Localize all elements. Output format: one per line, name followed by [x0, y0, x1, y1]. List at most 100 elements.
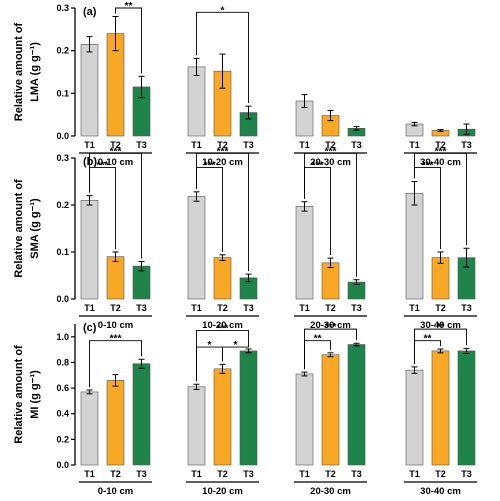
y-axis-label: Relative amount of	[13, 345, 25, 444]
y-tick-label: 1.0	[56, 332, 69, 342]
group-label: 0-10 cm	[98, 486, 133, 497]
significance-label: ***	[435, 146, 447, 157]
significance-label: ***	[217, 323, 229, 334]
group-label: 20-30 cm	[310, 157, 351, 168]
bar-t3	[239, 350, 258, 466]
category-label: T1	[191, 469, 202, 479]
category-label: T1	[299, 303, 310, 313]
significance-bracket	[196, 11, 249, 104]
bar-t2	[106, 256, 125, 300]
category-label: T2	[110, 140, 121, 150]
bar-t1	[295, 206, 314, 300]
significance-bracket	[89, 340, 142, 388]
category-label: T1	[299, 140, 310, 150]
panel-label: (c)	[83, 322, 97, 334]
y-tick-label: 0.3	[56, 3, 69, 13]
category-label: T2	[217, 469, 228, 479]
bar-t2	[106, 380, 125, 466]
category-label: T3	[351, 469, 362, 479]
bar-t1	[80, 391, 99, 466]
significance-label: ***	[422, 160, 434, 171]
bar-t1	[405, 192, 424, 300]
y-tick-label: 0.0	[56, 460, 69, 470]
category-label: T3	[351, 140, 362, 150]
category-label: T1	[191, 303, 202, 313]
group-label: 30-40 cm	[420, 320, 461, 331]
significance-bracket	[414, 152, 467, 246]
bar-t2	[213, 257, 232, 300]
significance-bracket	[115, 7, 142, 74]
category-label: T2	[325, 469, 336, 479]
y-tick-label: 0.6	[56, 383, 69, 393]
category-label: T1	[84, 140, 95, 150]
category-label: T1	[409, 469, 420, 479]
category-label: T3	[243, 140, 254, 150]
category-label: T3	[351, 303, 362, 313]
category-label: T2	[110, 469, 121, 479]
y-tick-label: 0.2	[56, 434, 69, 444]
bar-t3	[132, 363, 151, 466]
y-tick-label: 0.0	[56, 294, 69, 304]
category-label: T1	[409, 303, 420, 313]
significance-label: **	[314, 334, 322, 345]
group-label: 0-10 cm	[98, 320, 133, 331]
category-label: T2	[325, 140, 336, 150]
y-tick-label: 0.3	[56, 153, 69, 163]
group-label: 30-40 cm	[420, 157, 461, 168]
bar-t3	[457, 350, 476, 466]
category-label: T2	[435, 303, 446, 313]
group-label: 10-20 cm	[202, 157, 243, 168]
significance-label: ***	[97, 160, 109, 171]
category-label: T1	[84, 469, 95, 479]
panel-a: 0.0 0.1 0.2 0.3 Relative amount of LMA (g g⁻¹…	[13, 1, 477, 168]
bar-t2	[321, 354, 340, 466]
group-label: 20-30 cm	[310, 486, 351, 497]
y-axis-label-unit: LMA (g g⁻¹)	[29, 42, 41, 102]
significance-label: **	[437, 322, 445, 333]
category-label: T1	[409, 140, 420, 150]
y-tick-label: 0.2	[56, 46, 69, 56]
significance-label: ***	[217, 146, 229, 157]
category-label: T3	[461, 303, 472, 313]
bar-t1	[295, 373, 314, 466]
significance-label: *	[221, 5, 225, 16]
y-tick-label: 0.1	[56, 247, 69, 257]
bar-t1	[187, 66, 206, 137]
y-axis-label: Relative amount of	[13, 22, 25, 121]
significance-bracket	[89, 152, 142, 259]
bar-t1	[405, 369, 424, 466]
bar-t2	[321, 262, 340, 300]
y-axis-label-unit: MI (g g⁻¹)	[29, 370, 41, 419]
significance-label: *	[208, 340, 212, 351]
y-tick-label: 0.1	[56, 88, 69, 98]
bar-t1	[80, 43, 99, 137]
category-label: T1	[191, 140, 202, 150]
y-axis-label-unit: SMA (g g⁻¹)	[29, 198, 41, 259]
bar-t3	[347, 344, 366, 466]
significance-bracket	[222, 345, 249, 362]
category-label: T3	[243, 469, 254, 479]
category-label: T1	[84, 303, 95, 313]
category-label: T3	[461, 140, 472, 150]
category-label: T2	[110, 303, 121, 313]
significance-label: ***	[312, 160, 324, 171]
bar-t2	[431, 350, 450, 466]
significance-label: **	[125, 1, 133, 12]
category-label: T3	[136, 140, 147, 150]
group-label: 30-40 cm	[420, 486, 461, 497]
category-label: T3	[243, 303, 254, 313]
category-label: T3	[136, 469, 147, 479]
significance-bracket	[304, 328, 357, 370]
significance-bracket	[304, 152, 357, 277]
panel-label: (b)	[83, 156, 97, 168]
panel-b: 0.0 0.1 0.2 0.3 Relative amount of SMA (g g⁻¹…	[13, 146, 477, 331]
group-label: 10-20 cm	[202, 320, 243, 331]
y-tick-label: 0.8	[56, 357, 69, 367]
significance-label: ***	[325, 322, 337, 333]
significance-label: ***	[204, 160, 216, 171]
category-label: T3	[461, 469, 472, 479]
significance-bracket	[196, 152, 249, 272]
bar-t2	[213, 368, 232, 466]
category-label: T2	[325, 303, 336, 313]
significance-label: ***	[110, 146, 122, 157]
